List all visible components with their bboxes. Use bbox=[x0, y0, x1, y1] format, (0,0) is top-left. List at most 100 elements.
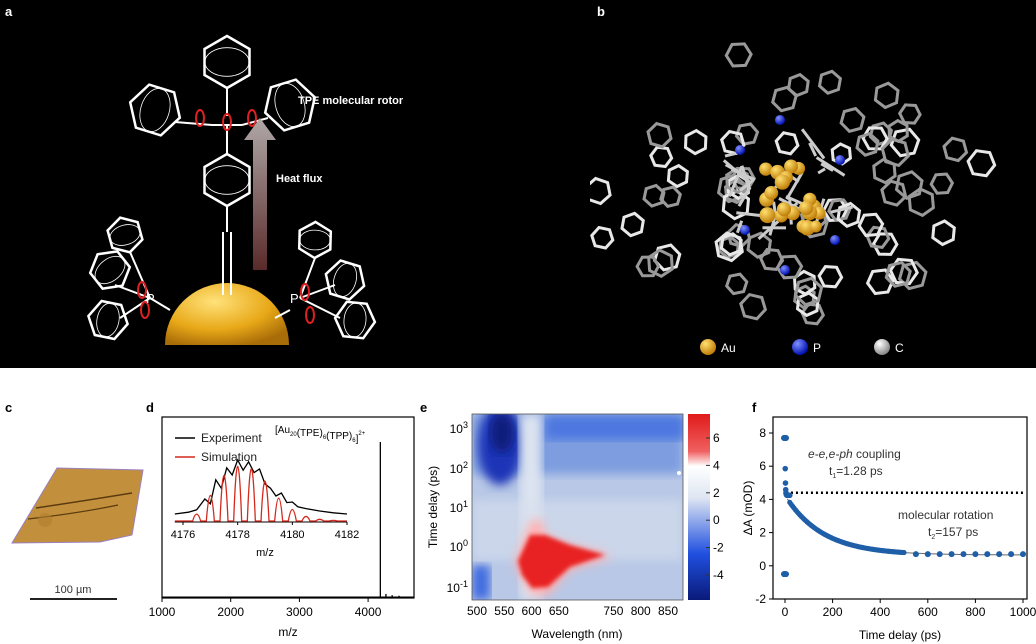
phenyl-ring bbox=[263, 78, 317, 132]
gold-label: gold bbox=[210, 349, 233, 361]
carbon-ring bbox=[725, 166, 750, 195]
gold-atom bbox=[784, 159, 799, 174]
colorbar-tick-label: 4 bbox=[713, 458, 720, 472]
ring-aromatic bbox=[332, 263, 358, 297]
carbon-ring bbox=[884, 260, 912, 288]
phenyl-ring bbox=[86, 299, 130, 341]
rotation-marker-icon bbox=[222, 113, 232, 131]
y-tick-label: 103 bbox=[450, 420, 468, 436]
x-tick-label: 800 bbox=[965, 605, 985, 619]
carbon-ring bbox=[774, 131, 800, 156]
carbon-ring bbox=[865, 225, 891, 250]
x-axis-label: m/z bbox=[278, 625, 297, 639]
annotation-tau1: t1=1.28 ps bbox=[829, 464, 883, 480]
x-tick-label: 500 bbox=[467, 604, 487, 618]
carbon-ring bbox=[590, 225, 615, 250]
heat-flux-label: Heat flux bbox=[276, 173, 323, 185]
x-axis-label: Wavelength (nm) bbox=[532, 627, 623, 641]
legend-au: Au bbox=[700, 339, 736, 355]
y-tick-base: 10 bbox=[447, 581, 461, 595]
ring-aromatic bbox=[139, 88, 171, 132]
ring-aromatic bbox=[204, 165, 250, 195]
y-tick-base: 10 bbox=[450, 540, 464, 554]
bond bbox=[149, 297, 171, 311]
rotation-marker-icon bbox=[305, 306, 315, 324]
inset-tick-label: 4178 bbox=[225, 529, 249, 541]
x-tick-label: 2000 bbox=[217, 605, 244, 619]
experiment-line bbox=[174, 458, 348, 515]
phenyl-ring bbox=[203, 152, 251, 208]
carbon-ring bbox=[836, 201, 862, 229]
data-point bbox=[786, 492, 793, 499]
x-tick-label: 550 bbox=[494, 604, 514, 618]
phosphorus-label-left: P bbox=[146, 291, 155, 306]
carbon-ring bbox=[746, 231, 773, 259]
y-tick-label: 100 bbox=[450, 538, 468, 554]
ring-aromatic bbox=[96, 302, 120, 338]
carbon-ring bbox=[894, 170, 924, 201]
carbon-ring bbox=[942, 136, 969, 163]
x-tick-label: 200 bbox=[823, 605, 843, 619]
phenyl-ring bbox=[88, 250, 132, 290]
inset-tick-label: 4176 bbox=[171, 529, 195, 541]
y-tick-label: 6 bbox=[759, 459, 766, 473]
data-point bbox=[996, 551, 1003, 558]
ring-aromatic bbox=[109, 224, 141, 246]
y-tick-exponent: 3 bbox=[463, 420, 468, 430]
annotation-part: [Au bbox=[275, 425, 290, 436]
y-tick-label: 10-1 bbox=[447, 579, 468, 595]
y-tick-label: 101 bbox=[450, 499, 468, 515]
legend-c: C bbox=[874, 339, 904, 355]
colorbar-tick-label: -4 bbox=[713, 568, 724, 582]
phenyl-ring bbox=[106, 216, 144, 254]
carbon-ring bbox=[646, 121, 673, 149]
gold-atom bbox=[774, 174, 791, 190]
bond bbox=[728, 165, 744, 197]
carbon-ring bbox=[865, 268, 895, 296]
carbon-ring bbox=[590, 176, 612, 206]
data-point bbox=[782, 480, 789, 486]
rotation-marker-icon bbox=[195, 109, 205, 127]
carbon-ring bbox=[724, 272, 749, 296]
ring-aromatic bbox=[343, 302, 367, 338]
scale-bar-label: 100 µm bbox=[55, 584, 92, 596]
carbon-ring bbox=[739, 292, 768, 321]
y-tick-label: 8 bbox=[759, 426, 766, 440]
tau-value: =1.28 ps bbox=[836, 464, 882, 478]
legend-simulation-label: Simulation bbox=[201, 450, 257, 464]
carbon-ring bbox=[855, 132, 880, 157]
gold-atom bbox=[759, 207, 776, 224]
data-point bbox=[782, 571, 788, 577]
species-annotation: [Au20(TPE)6(TPP)6]2+ bbox=[275, 425, 366, 445]
carbon-ring bbox=[966, 149, 997, 178]
y-tick-base: 10 bbox=[450, 462, 464, 476]
positive-signal-region bbox=[518, 535, 605, 588]
annotation-italic: e-e,e-ph bbox=[808, 447, 853, 461]
carbon-ring bbox=[897, 103, 922, 125]
data-point bbox=[901, 549, 907, 556]
data-point bbox=[972, 551, 979, 558]
gold-atom bbox=[764, 185, 779, 200]
carbon-ring bbox=[659, 185, 682, 208]
svg-text:Au: Au bbox=[721, 341, 736, 355]
panel-label-f: f bbox=[752, 400, 757, 415]
bond bbox=[800, 128, 826, 160]
panel-ab-background bbox=[0, 0, 1036, 368]
colorbar-tick-label: 6 bbox=[713, 431, 720, 445]
plot-frame bbox=[161, 416, 415, 599]
legend-p: P bbox=[792, 339, 821, 355]
annotation-part: 6 bbox=[352, 438, 356, 444]
bond bbox=[299, 297, 341, 319]
x-tick-label: 650 bbox=[549, 604, 569, 618]
rotation-marker-icon bbox=[140, 301, 150, 319]
x-tick-label: 400 bbox=[870, 605, 890, 619]
phosphorus-atom bbox=[740, 225, 750, 235]
bond bbox=[815, 156, 846, 177]
y-tick-exponent: -1 bbox=[460, 579, 468, 589]
ring-aromatic bbox=[94, 255, 126, 285]
data-point bbox=[960, 551, 967, 558]
data-point bbox=[948, 551, 955, 558]
ring-aromatic bbox=[299, 229, 331, 251]
panel-label-e: e bbox=[420, 400, 428, 415]
carbon-ring bbox=[620, 211, 645, 238]
